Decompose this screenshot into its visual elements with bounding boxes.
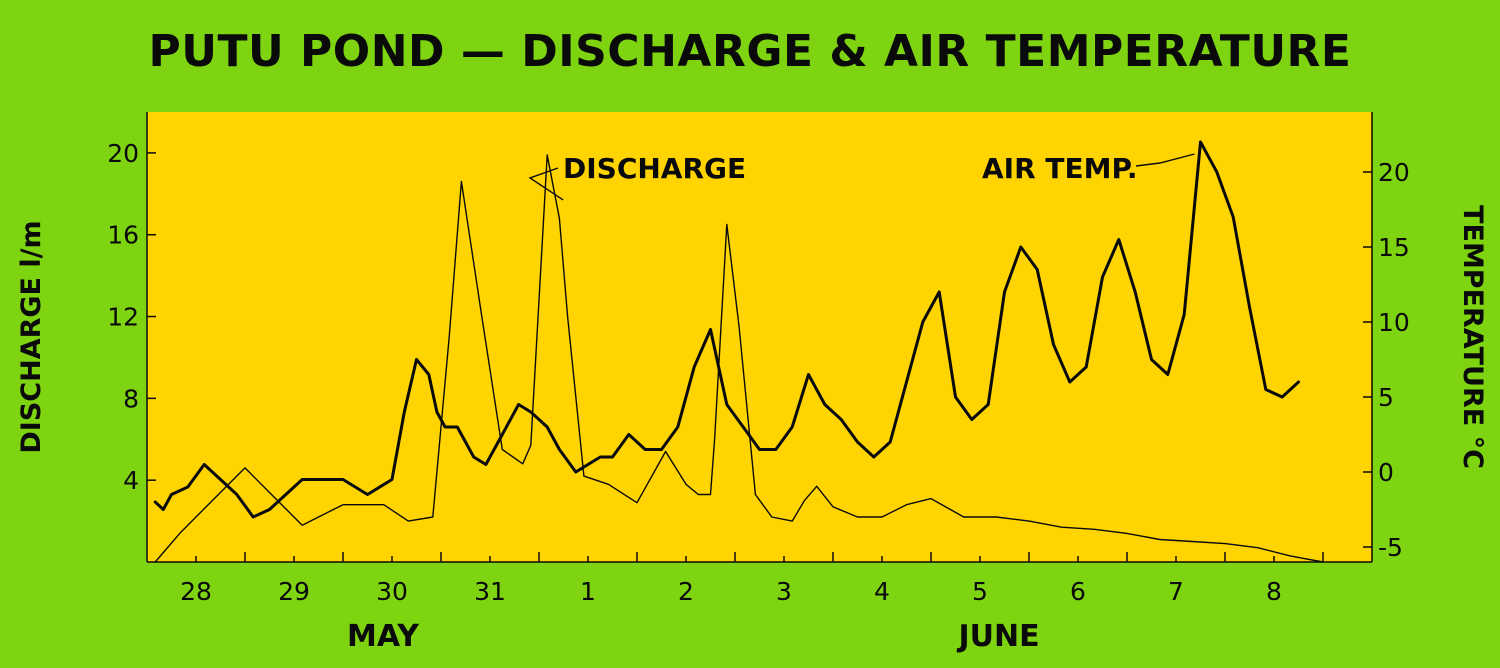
right-tick-label: 10: [1378, 308, 1410, 337]
axes: [146, 112, 1373, 563]
month-label: MAY: [347, 619, 420, 654]
series-layer: [153, 140, 1324, 563]
right-tick-label: -5: [1378, 533, 1403, 562]
left-tick-label: 8: [123, 384, 139, 413]
month-label: JUNE: [956, 619, 1039, 654]
x-tick-label: 29: [278, 577, 310, 606]
y-axis-title: DISCHARGE l/m: [16, 220, 47, 453]
right-tick-label: 0: [1378, 458, 1394, 487]
left-tick-label: 4: [123, 466, 139, 495]
x-tick-label: 1: [580, 577, 596, 606]
air-temp-leader: [1135, 153, 1195, 167]
discharge-line: [154, 154, 1324, 563]
x-tick-label: 8: [1266, 577, 1282, 606]
left-tick-label: 12: [107, 303, 139, 332]
air-temp-line: [153, 140, 1300, 519]
left-tick-label: 16: [107, 221, 139, 250]
x-tick-label: 31: [474, 577, 506, 606]
chart-title: PUTU POND — DISCHARGE & AIR TEMPERATURE: [148, 26, 1352, 77]
x-tick-label: 7: [1168, 577, 1184, 606]
plot-area: [147, 112, 1372, 562]
x-tick-label: 6: [1070, 577, 1086, 606]
x-tick-label: 3: [776, 577, 792, 606]
discharge-annotation: DISCHARGE: [563, 152, 746, 185]
x-tick-label: 2: [678, 577, 694, 606]
left-tick-label: 20: [107, 139, 139, 168]
right-tick-label: 5: [1378, 383, 1394, 412]
right-tick-label: 20: [1378, 158, 1410, 187]
discharge-leader: [528, 167, 564, 201]
x-tick-label: 4: [874, 577, 890, 606]
x-tick-label: 28: [180, 577, 212, 606]
right-tick-label: 15: [1378, 233, 1410, 262]
y2-axis-title: TEMPERATURE °C: [1457, 205, 1488, 469]
air-temp-annotation: AIR TEMP.: [982, 152, 1138, 185]
x-tick-label: 30: [376, 577, 408, 606]
x-tick-label: 5: [972, 577, 988, 606]
